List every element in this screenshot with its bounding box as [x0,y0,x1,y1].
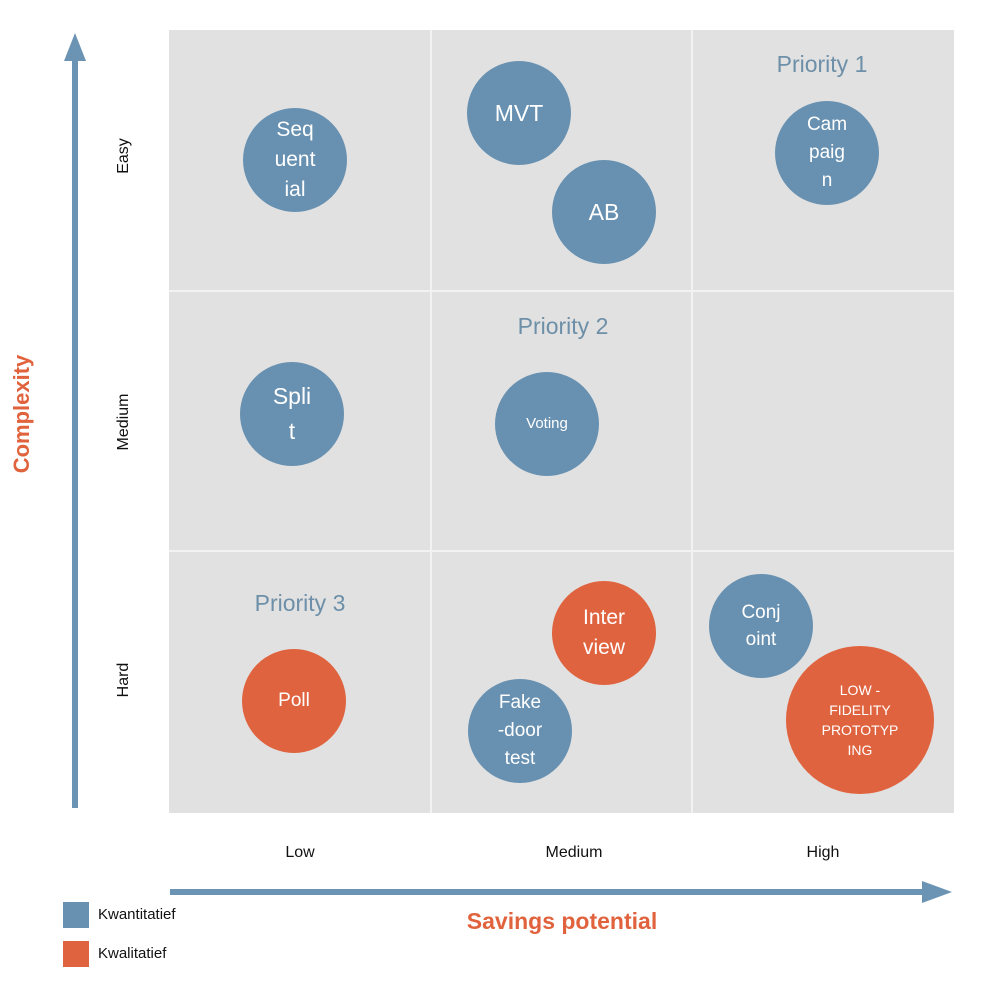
y-axis-arrow [72,58,78,808]
bubble-campaign: Cam paig n [775,101,879,205]
row-label-text: Medium [115,393,132,451]
bubble-label: Inter view [582,606,626,659]
y-axis-arrowhead [64,33,86,61]
bubble-fake-door-test: Fake -door test [468,679,572,783]
priority-2-label: Priority 2 [517,313,609,339]
x-axis-title: Savings potential [466,908,658,934]
x-axis-arrowhead [922,881,952,903]
x-axis-arrow [170,889,925,895]
legend-swatch-quantitative [63,902,89,928]
col-label-low: Low [285,844,315,861]
legend-label: Kwalitatief [98,945,167,962]
bubble-voting: Voting [495,372,599,476]
bubble-label: Seq uent ial [274,118,316,201]
bubble-mvt: MVT [467,61,571,165]
bubble-label: Cam paig n [806,114,848,191]
col-label-medium: Medium [545,844,603,861]
grid-divider [430,30,432,813]
bubble-conjoint: Conj oint [709,574,813,678]
grid-divider [169,550,954,552]
bubble-label: Spli t [272,383,312,444]
priority-1-label: Priority 1 [776,51,868,77]
bubble-label: Fake -door test [497,692,543,769]
bubble-label: LOW - FIDELITY PROTOTYP ING [821,682,899,758]
bubble-label: Conj oint [741,602,781,650]
col-label-high: High [806,844,840,861]
y-axis-title-text: Complexity [9,354,34,474]
bubble-label: Voting [526,415,568,432]
legend-label: Kwantitatief [98,906,176,923]
bubble-interview: Inter view [552,581,656,685]
grid-divider [169,290,954,292]
bubble-label: MVT [494,100,544,126]
bubble-label: AB [588,199,620,225]
bubble-label: Poll [278,690,310,711]
bubble-ab: AB [552,160,656,264]
legend-swatch-qualitative [63,941,89,967]
bubble-poll: Poll [242,649,346,753]
row-label-text: Hard [115,662,132,698]
row-label-text: Easy [115,138,132,174]
bubble-sequential: Seq uent ial [243,108,347,212]
bubble-low-fidelity-prototyping: LOW - FIDELITY PROTOTYP ING [786,646,934,794]
grid-divider [691,30,693,813]
bubble-split: Spli t [240,362,344,466]
priority-3-label: Priority 3 [254,590,346,616]
